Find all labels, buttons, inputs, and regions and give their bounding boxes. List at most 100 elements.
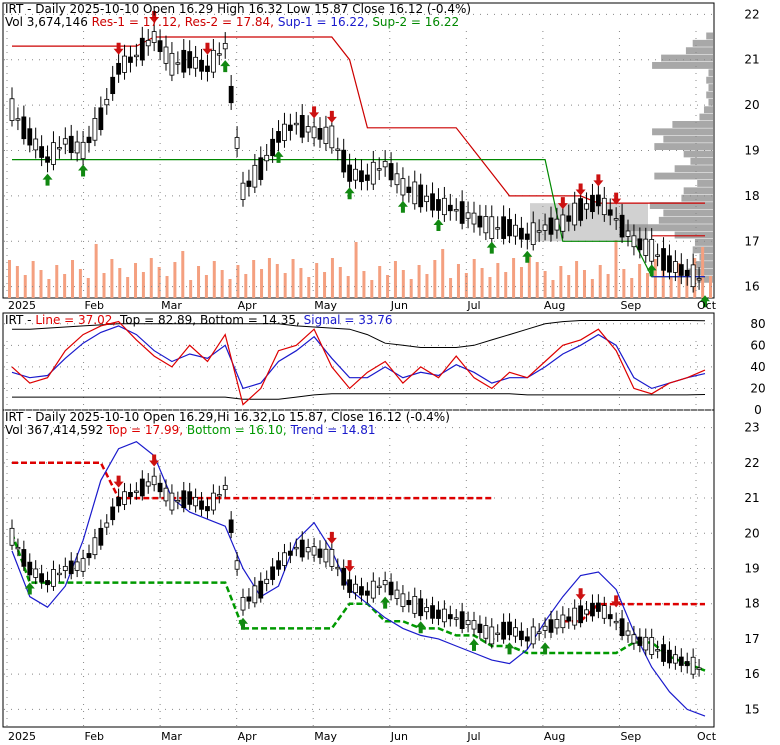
candle-body (258, 580, 264, 599)
volume-bar (362, 271, 366, 298)
buy-arrow (700, 295, 710, 308)
candle-body (513, 627, 518, 637)
candle-body (400, 593, 406, 607)
volume-bar (709, 276, 712, 298)
profile-bar (674, 231, 713, 239)
candle-body (690, 656, 696, 675)
candle-body (163, 46, 169, 64)
candle-body (447, 614, 453, 620)
candle-body (560, 214, 566, 232)
candle-body (145, 39, 151, 47)
volume-bar (86, 278, 90, 298)
price-info: - Daily 2025-10-10 Open 16.29 High 16.32… (23, 2, 471, 16)
volume-bar (110, 259, 114, 298)
candle-body (45, 156, 50, 163)
volume-bar (567, 275, 571, 298)
volume-bar (527, 256, 531, 298)
profile-bar (683, 187, 713, 195)
candle-body (548, 619, 554, 633)
buy-arrow (433, 218, 444, 231)
candle-body (80, 558, 86, 572)
trend-trend-label: Trend = 14.81 (290, 423, 376, 437)
trend-header-line2: Vol 367,414,592 Top = 17.99, Bottom = 16… (5, 423, 375, 437)
x-tick-label: Mar (161, 299, 182, 312)
osc-signal-label: Signal = 33.76 (304, 313, 393, 327)
volume-bar (386, 275, 390, 298)
candle-body (234, 560, 240, 570)
profile-bar (706, 32, 713, 40)
trend-header-line1: IRT - Daily 2025-10-10 Open 16.29,Hi 16.… (5, 410, 450, 424)
y-tick-label: 18 (744, 597, 759, 611)
candle-body (110, 506, 116, 521)
trend-top-label: Top = 17.99, (106, 423, 183, 437)
volume-bar (598, 265, 602, 298)
signal-arrows (24, 11, 710, 655)
volume-bar (307, 277, 311, 298)
candle-body (205, 506, 210, 512)
candle-body (264, 154, 270, 162)
candle-body (282, 123, 287, 141)
volume-bar (126, 277, 130, 298)
candle-body (92, 118, 98, 141)
candle-body (625, 630, 631, 636)
candle-body (39, 573, 45, 583)
sell-arrow (611, 595, 622, 608)
candle-body (530, 222, 536, 245)
volume-bar (661, 268, 665, 298)
candle-body (524, 233, 530, 240)
volume-bar (378, 266, 382, 298)
candle-body (578, 605, 584, 624)
candle-body (607, 209, 613, 216)
x-tick-label: Jul (466, 299, 480, 312)
y-tick-label: 23 (744, 421, 759, 435)
candle-body (222, 484, 228, 491)
volume-bar (149, 258, 153, 298)
volume-bar (575, 261, 579, 298)
candle-body (518, 227, 524, 240)
candle-body (187, 491, 193, 505)
candle-body (104, 98, 110, 106)
volume-bar (456, 264, 460, 298)
candle-body (643, 238, 649, 256)
candle-body (51, 142, 56, 165)
candle-body (39, 146, 45, 158)
candle-body (74, 561, 80, 571)
volume-bar (204, 275, 208, 298)
volume-bar (71, 260, 75, 298)
candle-body (145, 481, 151, 487)
candle-body (477, 215, 483, 228)
profile-bar (649, 202, 713, 209)
candle-body (139, 478, 145, 497)
x-tick-label: May (314, 730, 337, 743)
candle-body (489, 216, 495, 239)
trend-panel-frame (2, 409, 715, 728)
volume-bar (645, 273, 649, 298)
candle-body (45, 580, 50, 586)
candle-body (216, 494, 222, 497)
sell-arrow (344, 560, 355, 573)
candle-body (613, 218, 619, 221)
volume-bar (244, 274, 248, 298)
candle-body (489, 626, 495, 645)
candle-body (560, 614, 566, 629)
candle-body (382, 580, 388, 586)
x-tick-label: 2025 (8, 730, 36, 743)
candle-body (311, 546, 317, 556)
candle-body (341, 149, 347, 173)
candle-body (68, 135, 74, 154)
sell-arrow (149, 11, 160, 24)
candle-body (276, 131, 281, 143)
price-panel-frame (2, 2, 715, 299)
profile-bar (663, 209, 713, 217)
volume-bar (449, 278, 453, 298)
candle-body (607, 614, 613, 620)
candle-body (649, 239, 655, 262)
candle-body (299, 115, 305, 138)
sell-arrow (309, 106, 320, 119)
candle-body (98, 107, 104, 131)
candle-body (353, 168, 358, 181)
profile-bar (706, 76, 713, 84)
sell-arrow (326, 110, 337, 123)
candle-body (104, 522, 110, 528)
volume-bar (535, 262, 539, 298)
